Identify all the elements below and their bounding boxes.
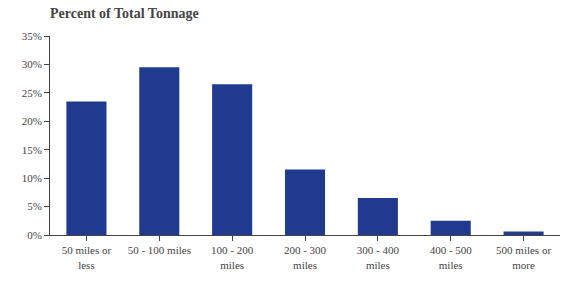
svg-text:300 - 400miles: 300 - 400miles (357, 244, 400, 270)
svg-text:0%: 0% (27, 229, 42, 241)
svg-text:50 - 100 miles: 50 - 100 miles (128, 244, 191, 256)
svg-text:35%: 35% (22, 30, 42, 42)
svg-text:Percent of Total Tonnage: Percent of Total Tonnage (50, 6, 199, 21)
svg-text:10%: 10% (22, 172, 42, 184)
svg-text:50 miles orless: 50 miles orless (62, 244, 112, 270)
svg-text:400 - 500miles: 400 - 500miles (430, 244, 473, 270)
svg-text:200 - 300miles: 200 - 300miles (284, 244, 327, 270)
svg-text:25%: 25% (22, 87, 42, 99)
svg-text:15%: 15% (22, 144, 42, 156)
svg-text:20%: 20% (22, 115, 42, 127)
svg-text:500 miles ormore: 500 miles ormore (496, 244, 551, 270)
svg-text:5%: 5% (27, 200, 42, 212)
svg-text:30%: 30% (22, 58, 42, 70)
svg-text:100 - 200miles: 100 - 200miles (211, 244, 254, 270)
